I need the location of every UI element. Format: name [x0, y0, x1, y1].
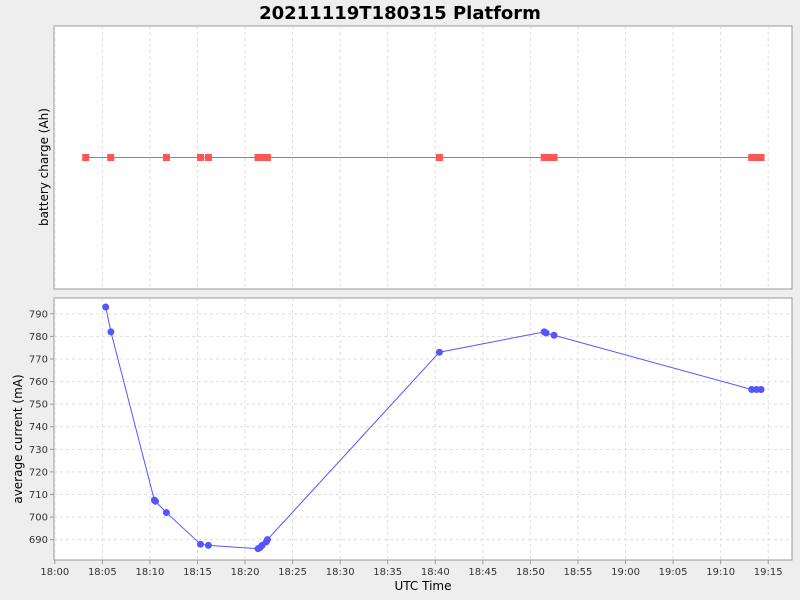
- current-y-axis-label: average current (mA): [11, 374, 25, 503]
- x-tick-label: 19:00: [611, 567, 640, 578]
- current-data-point: [107, 328, 115, 336]
- y-tick-label: 780: [29, 332, 48, 343]
- chart-title: 20211119T180315 Platform: [259, 3, 541, 24]
- x-tick-label: 18:50: [516, 567, 545, 578]
- current-data-point: [204, 541, 212, 549]
- battery-series: [82, 154, 765, 161]
- battery-data-point: [82, 154, 90, 161]
- battery-data-point: [550, 154, 558, 161]
- current-y-ticks: 690 700 710 720 730 740 750 760 770 780 790: [29, 309, 54, 546]
- y-tick-label: 750: [29, 400, 48, 411]
- current-series: [102, 303, 765, 553]
- battery-charge-panel: battery charge (Ah): [37, 25, 793, 290]
- y-tick-label: 700: [29, 513, 48, 524]
- x-tick-label: 18:35: [373, 567, 402, 578]
- current-data-point: [263, 536, 271, 544]
- battery-data-point: [435, 154, 443, 161]
- x-tick-label: 18:25: [278, 567, 307, 578]
- battery-data-point: [748, 154, 756, 161]
- y-tick-label: 790: [29, 309, 48, 320]
- battery-grid: [54, 26, 769, 289]
- y-tick-label: 760: [29, 377, 48, 388]
- current-plot-area: [53, 297, 793, 561]
- battery-data-point: [542, 154, 550, 161]
- x-tick-label: 18:20: [231, 567, 260, 578]
- x-tick-label: 18:55: [564, 567, 593, 578]
- battery-data-point: [752, 154, 760, 161]
- y-tick-label: 710: [29, 490, 48, 501]
- x-tick-label: 19:15: [754, 567, 783, 578]
- current-data-point: [151, 497, 159, 505]
- x-tick-label: 19:05: [659, 567, 688, 578]
- x-tick-label: 18:30: [326, 567, 355, 578]
- x-tick-label: 18:15: [183, 567, 212, 578]
- y-tick-label: 730: [29, 445, 48, 456]
- x-axis-label: UTC Time: [395, 579, 452, 593]
- battery-data-point: [204, 154, 212, 161]
- y-tick-label: 690: [29, 535, 48, 546]
- x-tick-label: 18:10: [136, 567, 165, 578]
- battery-data-point: [196, 154, 204, 161]
- y-tick-label: 770: [29, 354, 48, 365]
- current-data-point: [196, 540, 204, 548]
- time-x-ticks: 18:00 18:05 18:10 18:15 18:20 18:25 18:30 18:35…: [40, 560, 783, 578]
- current-grid: [54, 298, 792, 560]
- x-tick-label: 19:10: [706, 567, 735, 578]
- battery-y-axis-label: battery charge (Ah): [37, 108, 51, 226]
- battery-data-point: [162, 154, 170, 161]
- current-data-point: [435, 348, 443, 356]
- y-tick-label: 740: [29, 422, 48, 433]
- x-tick-label: 18:40: [421, 567, 450, 578]
- current-data-point: [162, 509, 170, 517]
- current-data-point: [102, 303, 110, 311]
- battery-data-point: [107, 154, 115, 161]
- battery-data-point: [263, 154, 271, 161]
- current-data-point: [542, 329, 550, 337]
- current-data-point: [757, 385, 765, 393]
- x-tick-label: 18:45: [468, 567, 497, 578]
- x-tick-label: 18:00: [40, 567, 69, 578]
- battery-data-point: [757, 154, 765, 161]
- current-data-point: [550, 331, 558, 339]
- y-tick-label: 720: [29, 467, 48, 478]
- x-tick-label: 18:05: [88, 567, 117, 578]
